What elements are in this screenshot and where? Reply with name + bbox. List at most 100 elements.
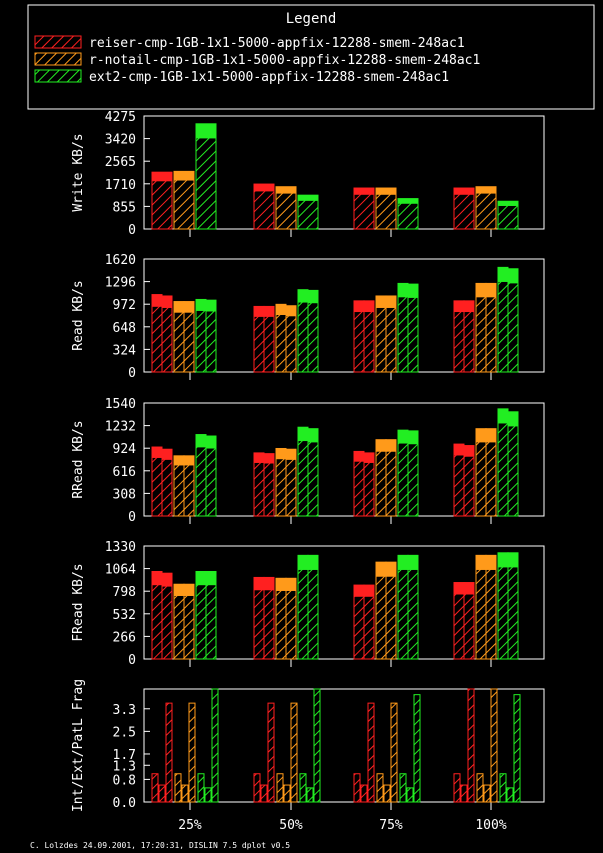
bar-cap: [397, 429, 409, 444]
bar-cap: [497, 266, 509, 282]
bar-body: [173, 464, 185, 517]
bar-cap: [151, 171, 173, 182]
bar-body: [397, 568, 409, 660]
x-tick-label: 100%: [475, 818, 506, 833]
bar-body: [173, 179, 195, 230]
y-tick-label: 1232: [105, 420, 136, 435]
y-tick-label: 0: [128, 366, 136, 381]
bar-body: [453, 311, 465, 373]
bar-body: [151, 305, 163, 373]
bar-body: [151, 456, 163, 517]
bar-cap: [363, 300, 375, 313]
bar-body: [195, 584, 207, 660]
bar-cap: [263, 305, 275, 317]
bar-cap: [253, 305, 265, 317]
bar-body: [467, 688, 475, 803]
bar-body: [267, 702, 275, 803]
bar-cap: [497, 408, 509, 424]
rread-panel: 0 308 616 924 1232 1540 RRead KB/s: [71, 397, 545, 525]
bar-body: [385, 306, 397, 373]
bar-body: [253, 589, 265, 660]
bar-body: [363, 461, 375, 517]
y-tick-label: 4275: [105, 110, 136, 125]
bar-cap: [507, 411, 519, 427]
legend-frame: [27, 4, 595, 110]
bar-cap: [475, 186, 497, 194]
bar-body: [353, 311, 365, 373]
bar-body: [161, 458, 173, 517]
bar-body: [476, 773, 484, 803]
bar-cap: [161, 448, 173, 460]
bar-cap: [253, 183, 275, 192]
y-tick-label: 266: [113, 630, 136, 645]
bar-body: [197, 773, 205, 803]
bar-body: [390, 702, 398, 803]
bar-cap: [485, 282, 497, 298]
bar-body: [307, 302, 319, 373]
bar-body: [485, 441, 497, 517]
bar-cap: [353, 450, 365, 462]
x-tick-labels: 25% 50% 75% 100%: [178, 818, 507, 833]
bar-body: [297, 199, 319, 230]
bar-body: [485, 568, 497, 660]
bar-body: [497, 280, 509, 373]
bar-body: [151, 180, 173, 230]
bar-cap: [453, 187, 475, 195]
bar-body: [290, 702, 298, 803]
bar-body: [475, 192, 497, 230]
y-tick-label: 924: [113, 442, 137, 457]
bar-cap: [453, 300, 465, 313]
bar-cap: [205, 570, 217, 586]
bar-body: [485, 296, 497, 373]
bar-cap: [183, 301, 195, 313]
plot-frame: [143, 402, 545, 517]
bar-cap: [285, 577, 297, 591]
bar-cap: [173, 170, 195, 181]
bar-body: [151, 773, 159, 803]
bar-body: [285, 589, 297, 660]
bar-cap: [195, 434, 207, 448]
bar-cap: [173, 583, 185, 596]
bar-body: [397, 296, 409, 373]
bar-body: [453, 593, 465, 660]
y-tick-label: 3.3: [113, 703, 136, 718]
y-tick-label: 1.3: [113, 759, 136, 774]
bar-body: [363, 311, 375, 373]
y-tick-label: 1710: [105, 178, 136, 193]
bar-cap: [285, 448, 297, 460]
bar-body: [475, 296, 487, 373]
bar-body: [275, 313, 287, 373]
bar-body: [285, 315, 297, 373]
bar-body: [367, 702, 375, 803]
bar-body: [475, 441, 487, 517]
bar-cap: [183, 455, 195, 466]
y-tick-label: 616: [113, 465, 136, 480]
bar-body: [188, 702, 196, 803]
bar-cap: [463, 300, 475, 313]
y-tick-label: 0.8: [113, 773, 136, 788]
bar-cap: [173, 301, 185, 313]
bar-body: [397, 442, 409, 517]
bar-cap: [263, 576, 275, 591]
bar-body: [499, 773, 507, 803]
bar-body: [165, 702, 173, 803]
bar-body: [385, 575, 397, 660]
bar-cap: [263, 453, 275, 464]
bar-body: [253, 190, 275, 230]
bar-cap: [297, 289, 309, 303]
bar-body: [453, 773, 461, 803]
y-tick-label: 1064: [105, 563, 136, 578]
y-tick-label: 0: [128, 510, 136, 525]
bar-body: [375, 450, 387, 517]
bar-body: [297, 568, 309, 660]
bar-cap: [363, 584, 375, 597]
legend-label: reiser-cmp-1GB-1x1-5000-appfix-12288-sme…: [89, 36, 465, 51]
bar-body: [161, 585, 173, 660]
y-tick-label: 1620: [105, 253, 136, 268]
bar-cap: [307, 428, 319, 443]
y-tick-label: 0.0: [113, 796, 136, 811]
bar-body: [506, 787, 514, 803]
bar-cap: [195, 298, 207, 311]
frag-panel: 0.0 0.81.31.7 2.5 3.3 Int/Ext/PatL Frag: [71, 679, 545, 812]
